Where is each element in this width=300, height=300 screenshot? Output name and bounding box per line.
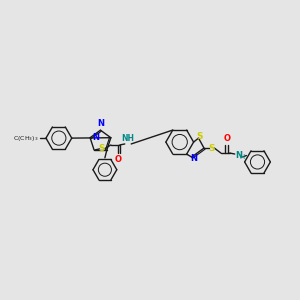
Text: O: O [114, 155, 121, 164]
Text: S: S [209, 144, 215, 153]
Text: N: N [190, 154, 197, 163]
Text: O: O [223, 134, 230, 142]
Text: C(CH$_3$)$_3$: C(CH$_3$)$_3$ [13, 134, 39, 142]
Text: NH: NH [121, 134, 134, 143]
Text: N: N [92, 133, 99, 142]
Text: N: N [97, 119, 104, 128]
Text: N: N [235, 151, 242, 160]
Text: H: H [239, 154, 245, 160]
Text: S: S [196, 132, 203, 141]
Text: S: S [99, 144, 105, 153]
